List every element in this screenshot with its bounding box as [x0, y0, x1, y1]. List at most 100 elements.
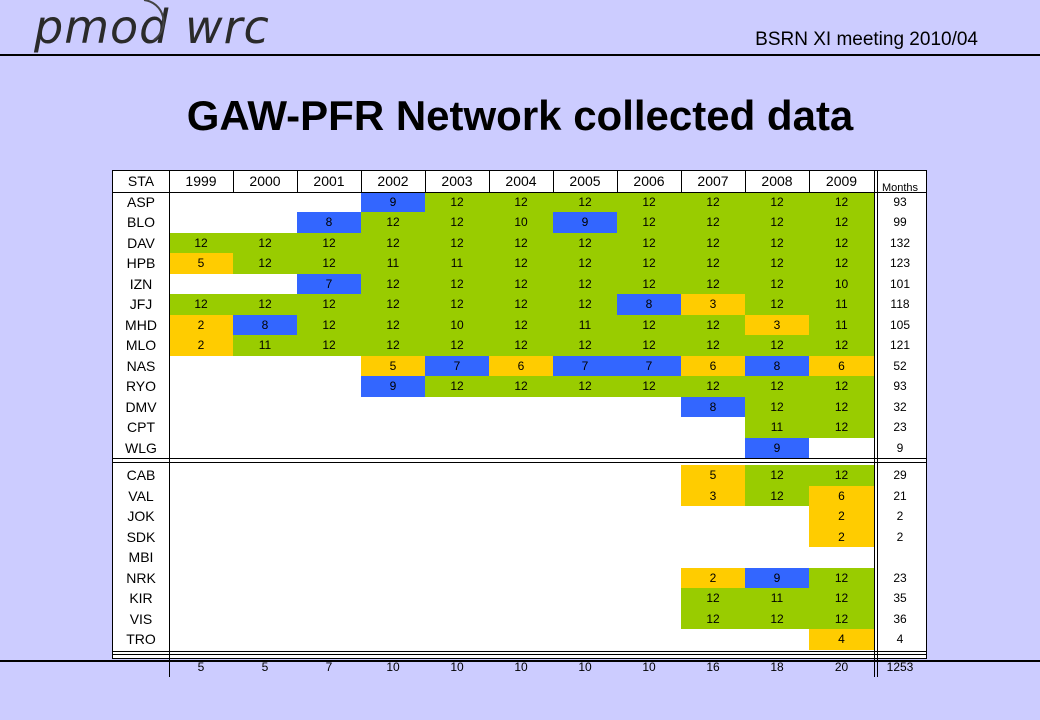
meeting-label: BSRN XI meeting 2010/04 — [755, 29, 978, 50]
data-cell: 12 — [361, 294, 425, 315]
months-value: 132 — [889, 235, 911, 250]
data-cell: 12 — [745, 191, 809, 212]
months-value: 93 — [893, 194, 907, 209]
data-cell: 9 — [361, 191, 425, 212]
data-cell: 11 — [745, 588, 809, 609]
grid-line — [681, 171, 682, 192]
data-cell: 8 — [297, 212, 361, 233]
station-code: NAS — [126, 357, 156, 374]
data-cell: 12 — [553, 273, 617, 294]
data-cell: 12 — [553, 191, 617, 212]
header-year: 2008 — [761, 173, 793, 190]
grid-line — [874, 171, 875, 677]
data-cell: 7 — [553, 355, 617, 376]
data-cell: 12 — [617, 376, 681, 397]
data-cell: 11 — [745, 417, 809, 438]
total-value: 10 — [450, 659, 464, 674]
data-cell: 9 — [745, 567, 809, 588]
data-cell: 12 — [361, 335, 425, 356]
months-value: 105 — [889, 317, 911, 332]
data-cell: 12 — [681, 335, 745, 356]
data-cell: 11 — [553, 314, 617, 335]
station-code: JFJ — [129, 296, 153, 313]
data-cell: 12 — [361, 273, 425, 294]
grid-line — [425, 171, 426, 192]
data-cell: 9 — [553, 212, 617, 233]
grid-line — [113, 191, 926, 193]
total-value: 20 — [834, 659, 849, 674]
station-code: TRO — [126, 631, 156, 648]
grid-line — [553, 171, 554, 192]
station-code: NRK — [126, 569, 156, 586]
data-cell: 12 — [489, 273, 553, 294]
header-year: 2003 — [441, 173, 473, 190]
data-cell: 12 — [681, 273, 745, 294]
data-cell: 6 — [809, 355, 874, 376]
months-value: 121 — [889, 338, 911, 353]
station-code: VIS — [129, 610, 153, 627]
total-value: 18 — [770, 659, 784, 674]
data-cell: 6 — [681, 355, 745, 376]
data-cell: 12 — [425, 191, 489, 212]
data-table: STA 1999 2000 2001 2002 2003 2004 2005 2006 2007 2… — [112, 170, 927, 677]
months-value: 23 — [893, 570, 907, 585]
data-cell: 12 — [809, 253, 874, 274]
data-cell: 12 — [681, 314, 745, 335]
data-cell: 5 — [169, 253, 233, 274]
grid-line — [169, 171, 170, 677]
data-cell: 12 — [745, 396, 809, 417]
months-value: 23 — [893, 420, 907, 435]
months-value: 4 — [896, 632, 904, 647]
data-cell: 12 — [553, 376, 617, 397]
total-value: 5 — [261, 659, 269, 674]
data-cell: 8 — [233, 314, 297, 335]
data-cell: 11 — [809, 314, 874, 335]
data-cell: 12 — [361, 314, 425, 335]
data-cell: 12 — [233, 253, 297, 274]
data-cell: 12 — [489, 335, 553, 356]
data-cell: 12 — [681, 608, 745, 629]
data-cell: 12 — [809, 588, 874, 609]
header-year: 2006 — [633, 173, 665, 190]
data-cell: 12 — [745, 335, 809, 356]
station-code: VAL — [128, 487, 154, 504]
data-cell: 4 — [809, 629, 874, 650]
data-cell: 12 — [489, 253, 553, 274]
months-value: 93 — [893, 379, 907, 394]
data-cell: 12 — [617, 212, 681, 233]
data-cell: 12 — [745, 273, 809, 294]
data-cell: 12 — [489, 294, 553, 315]
data-cell: 12 — [169, 294, 233, 315]
data-cell: 12 — [745, 253, 809, 274]
data-cell: 11 — [425, 253, 489, 274]
data-cell: 12 — [489, 314, 553, 335]
station-code: JOK — [127, 508, 155, 525]
grid-line — [489, 171, 490, 192]
data-cell: 12 — [681, 376, 745, 397]
data-cell: 12 — [745, 294, 809, 315]
data-cell: 3 — [681, 294, 745, 315]
data-cell: 12 — [425, 212, 489, 233]
header-year: 2002 — [377, 173, 409, 190]
total-value: 10 — [514, 659, 528, 674]
data-cell: 2 — [809, 526, 874, 547]
data-cell: 12 — [361, 212, 425, 233]
header-year: 2009 — [825, 173, 858, 190]
data-cell: 12 — [681, 212, 745, 233]
station-code: MBI — [128, 549, 154, 566]
data-cell: 2 — [681, 567, 745, 588]
data-cell: 12 — [617, 232, 681, 253]
data-cell: 12 — [809, 608, 874, 629]
months-value: 21 — [893, 488, 907, 503]
grid-line — [877, 171, 878, 677]
data-cell: 12 — [553, 335, 617, 356]
months-value: 36 — [893, 611, 907, 626]
station-code: KIR — [129, 590, 153, 607]
data-cell: 12 — [425, 335, 489, 356]
station-code: DMV — [125, 398, 157, 415]
data-cell: 12 — [297, 232, 361, 253]
data-cell: 5 — [681, 465, 745, 486]
data-cell: 12 — [681, 232, 745, 253]
grid-line — [113, 458, 926, 459]
data-cell: 10 — [425, 314, 489, 335]
